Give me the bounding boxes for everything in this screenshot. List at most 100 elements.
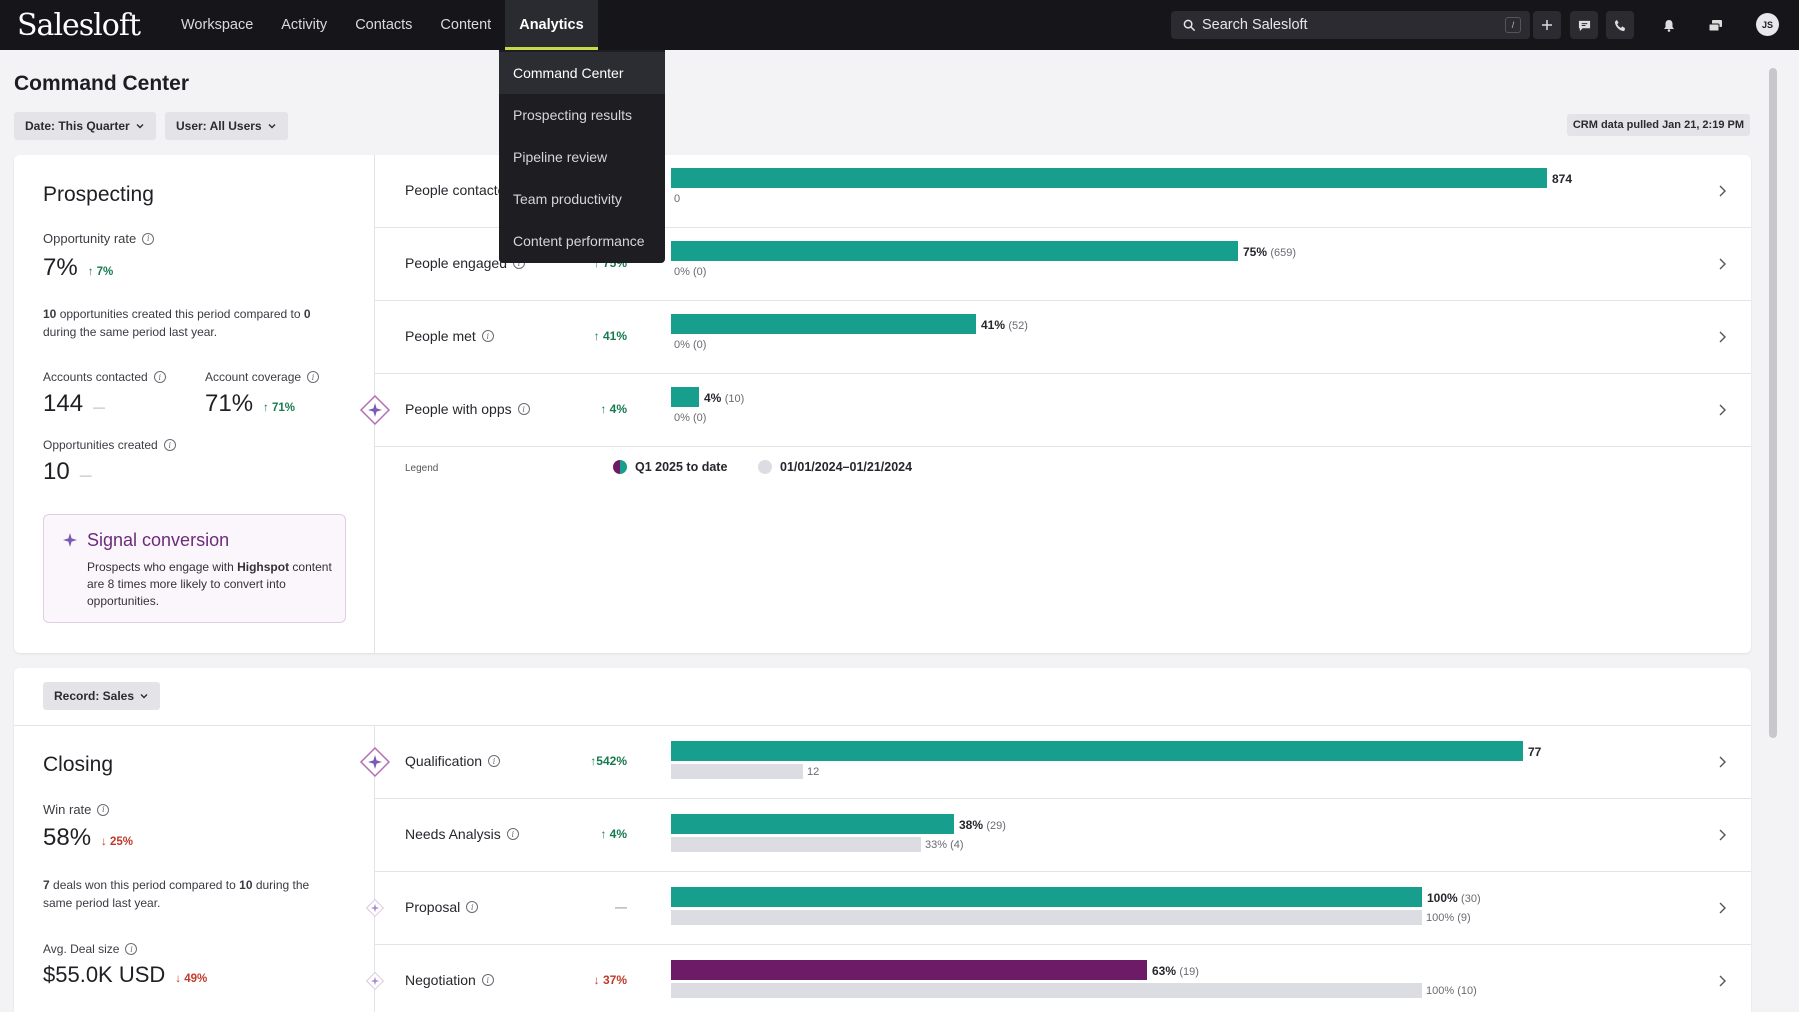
info-icon[interactable]: i <box>307 371 320 383</box>
row-label: People contacted <box>405 182 513 198</box>
info-icon[interactable]: i <box>488 755 501 767</box>
account-coverage-value: 71% <box>205 390 254 417</box>
chevron-right-icon[interactable] <box>1715 755 1729 769</box>
bar-value-text: 77 <box>1528 745 1542 759</box>
signal-sparkle-icon[interactable] <box>365 971 385 991</box>
notifications-button[interactable] <box>1658 14 1680 36</box>
menu-item-pipeline-review[interactable]: Pipeline review <box>513 149 608 165</box>
desc-mid: opportunities created this period compar… <box>56 307 304 321</box>
menu-item-command-center[interactable]: Command Center <box>499 52 665 94</box>
info-icon[interactable]: i <box>153 371 166 383</box>
row-label-text: People contacted <box>405 182 514 198</box>
nav-workspace[interactable]: Workspace <box>181 17 254 33</box>
current-bar-value: 874 <box>1552 172 1572 186</box>
info-icon[interactable]: i <box>481 330 494 342</box>
row-delta: ↓ 37% <box>593 973 627 987</box>
main-nav: Workspace Activity Contacts Content Anal… <box>167 0 598 50</box>
info-icon[interactable]: i <box>142 232 155 245</box>
chevron-right-icon[interactable] <box>1715 184 1729 198</box>
page-title: Command Center <box>14 72 190 95</box>
row-label-text: Qualification <box>405 753 483 769</box>
signal-conversion-box: Signal conversion Prospects who engage w… <box>43 514 346 623</box>
bell-icon <box>1664 19 1674 32</box>
current-bar <box>671 241 1238 261</box>
row-label: Negotiation i <box>405 972 494 988</box>
previous-value: 33% (4) <box>925 839 964 851</box>
chevron-right-icon[interactable] <box>1715 257 1729 271</box>
win-rate-label: Win rate i <box>43 802 110 817</box>
user-avatar[interactable]: JS <box>1756 13 1779 36</box>
closing-card-header: Record: Sales <box>14 668 1751 726</box>
chevron-right-icon[interactable] <box>1715 974 1729 988</box>
chevron-right-icon[interactable] <box>1715 901 1729 915</box>
funnel-row-people-contacted[interactable]: People contacted 874 0 <box>375 155 1751 228</box>
menu-item-content-performance[interactable]: Content performance <box>513 233 645 249</box>
current-bar <box>671 741 1523 761</box>
scrollbar-thumb[interactable] <box>1769 68 1777 738</box>
user-filter-button[interactable]: User: All Users <box>165 112 288 140</box>
info-icon[interactable]: i <box>517 403 530 415</box>
nav-activity[interactable]: Activity <box>281 17 328 33</box>
bar-value-count: (19) <box>1179 966 1199 978</box>
opportunity-rate-label: Opportunity rate i <box>43 231 155 246</box>
current-bar <box>671 887 1422 907</box>
deal-size-text: Avg. Deal size <box>43 942 120 956</box>
funnel-row-negotiation[interactable]: Negotiation i ↓ 37% 63% (19) 100% (10) <box>365 945 1751 1012</box>
info-icon[interactable]: i <box>506 828 519 840</box>
desc-prev: 0 <box>303 307 311 321</box>
date-filter-button[interactable]: Date: This Quarter <box>14 112 156 140</box>
date-filter-label: Date: This Quarter <box>25 119 130 133</box>
opportunity-rate-metric: 7% ↑ 7% <box>43 254 113 282</box>
funnel-row-qualification[interactable]: Qualification i ↑542% 77 12 <box>359 726 1751 799</box>
top-nav: Salesloft Workspace Activity Contacts Co… <box>0 0 1799 50</box>
desc-prev: 10 <box>239 878 253 892</box>
funnel-row-people-met[interactable]: People met i ↑ 41% 41% (52) 0% (0) <box>375 301 1751 374</box>
salesloft-logo[interactable]: Salesloft <box>17 8 155 43</box>
phone-button[interactable] <box>1606 11 1634 39</box>
info-icon[interactable]: i <box>125 943 138 955</box>
bar-value-text: 4% <box>704 391 722 405</box>
signal-text-bold: Highspot <box>237 560 290 574</box>
signal-sparkle-icon[interactable] <box>365 898 385 918</box>
opportunity-rate-delta: ↑ 7% <box>87 266 114 278</box>
row-label: Qualification i <box>405 753 501 769</box>
nav-contacts[interactable]: Contacts <box>355 17 413 33</box>
menu-item-prospecting-results[interactable]: Prospecting results <box>513 107 633 123</box>
funnel-row-proposal[interactable]: Proposal i — 100% (30) 100% (9) <box>365 872 1751 945</box>
previous-value: 0% (0) <box>674 339 707 351</box>
nav-analytics[interactable]: Analytics <box>505 0 598 50</box>
signal-diamond-icon[interactable] <box>359 746 391 778</box>
signal-diamond-icon[interactable] <box>359 394 391 426</box>
messages-button[interactable] <box>1570 11 1598 39</box>
search-bar[interactable]: Search Salesloft / <box>1171 11 1530 39</box>
chevron-down-icon <box>136 124 144 129</box>
signal-conversion-title: Signal conversion <box>87 530 230 550</box>
info-icon[interactable]: i <box>466 901 479 913</box>
legend-label: Legend <box>405 463 439 474</box>
info-icon[interactable]: i <box>97 803 110 816</box>
bar-value-count: (659) <box>1270 247 1297 259</box>
menu-item-team-productivity[interactable]: Team productivity <box>513 191 622 207</box>
info-icon[interactable]: i <box>481 974 494 986</box>
record-filter-button[interactable]: Record: Sales <box>43 682 161 710</box>
funnel-row-people-with-opps[interactable]: People with opps i ↑ 4% 4% (10) 0% (0) <box>359 374 1751 447</box>
accounts-contacted-delta: — <box>93 400 106 414</box>
nav-content[interactable]: Content <box>440 17 492 33</box>
previous-value: 0% (0) <box>674 266 707 278</box>
accounts-contacted-metric: 144 — <box>43 390 105 418</box>
desc-count: 10 <box>43 307 57 321</box>
chevron-right-icon[interactable] <box>1715 828 1729 842</box>
funnel-row-needs-analysis[interactable]: Needs Analysis i ↑ 4% 38% (29) 33% (4) <box>375 799 1751 872</box>
info-icon[interactable]: i <box>163 439 176 451</box>
bar-value-count: (10) <box>724 393 745 405</box>
apps-button[interactable] <box>1704 14 1726 36</box>
previous-value: 0 <box>674 193 681 205</box>
add-button[interactable] <box>1533 11 1561 39</box>
chevron-right-icon[interactable] <box>1715 330 1729 344</box>
page-scrollbar[interactable] <box>1766 50 1780 1012</box>
current-bar <box>671 168 1547 188</box>
chat-icon <box>1578 20 1590 31</box>
current-bar-value: 75% (659) <box>1243 245 1296 259</box>
win-rate-metric: 58% ↓ 25% <box>43 824 133 852</box>
chevron-right-icon[interactable] <box>1715 403 1729 417</box>
